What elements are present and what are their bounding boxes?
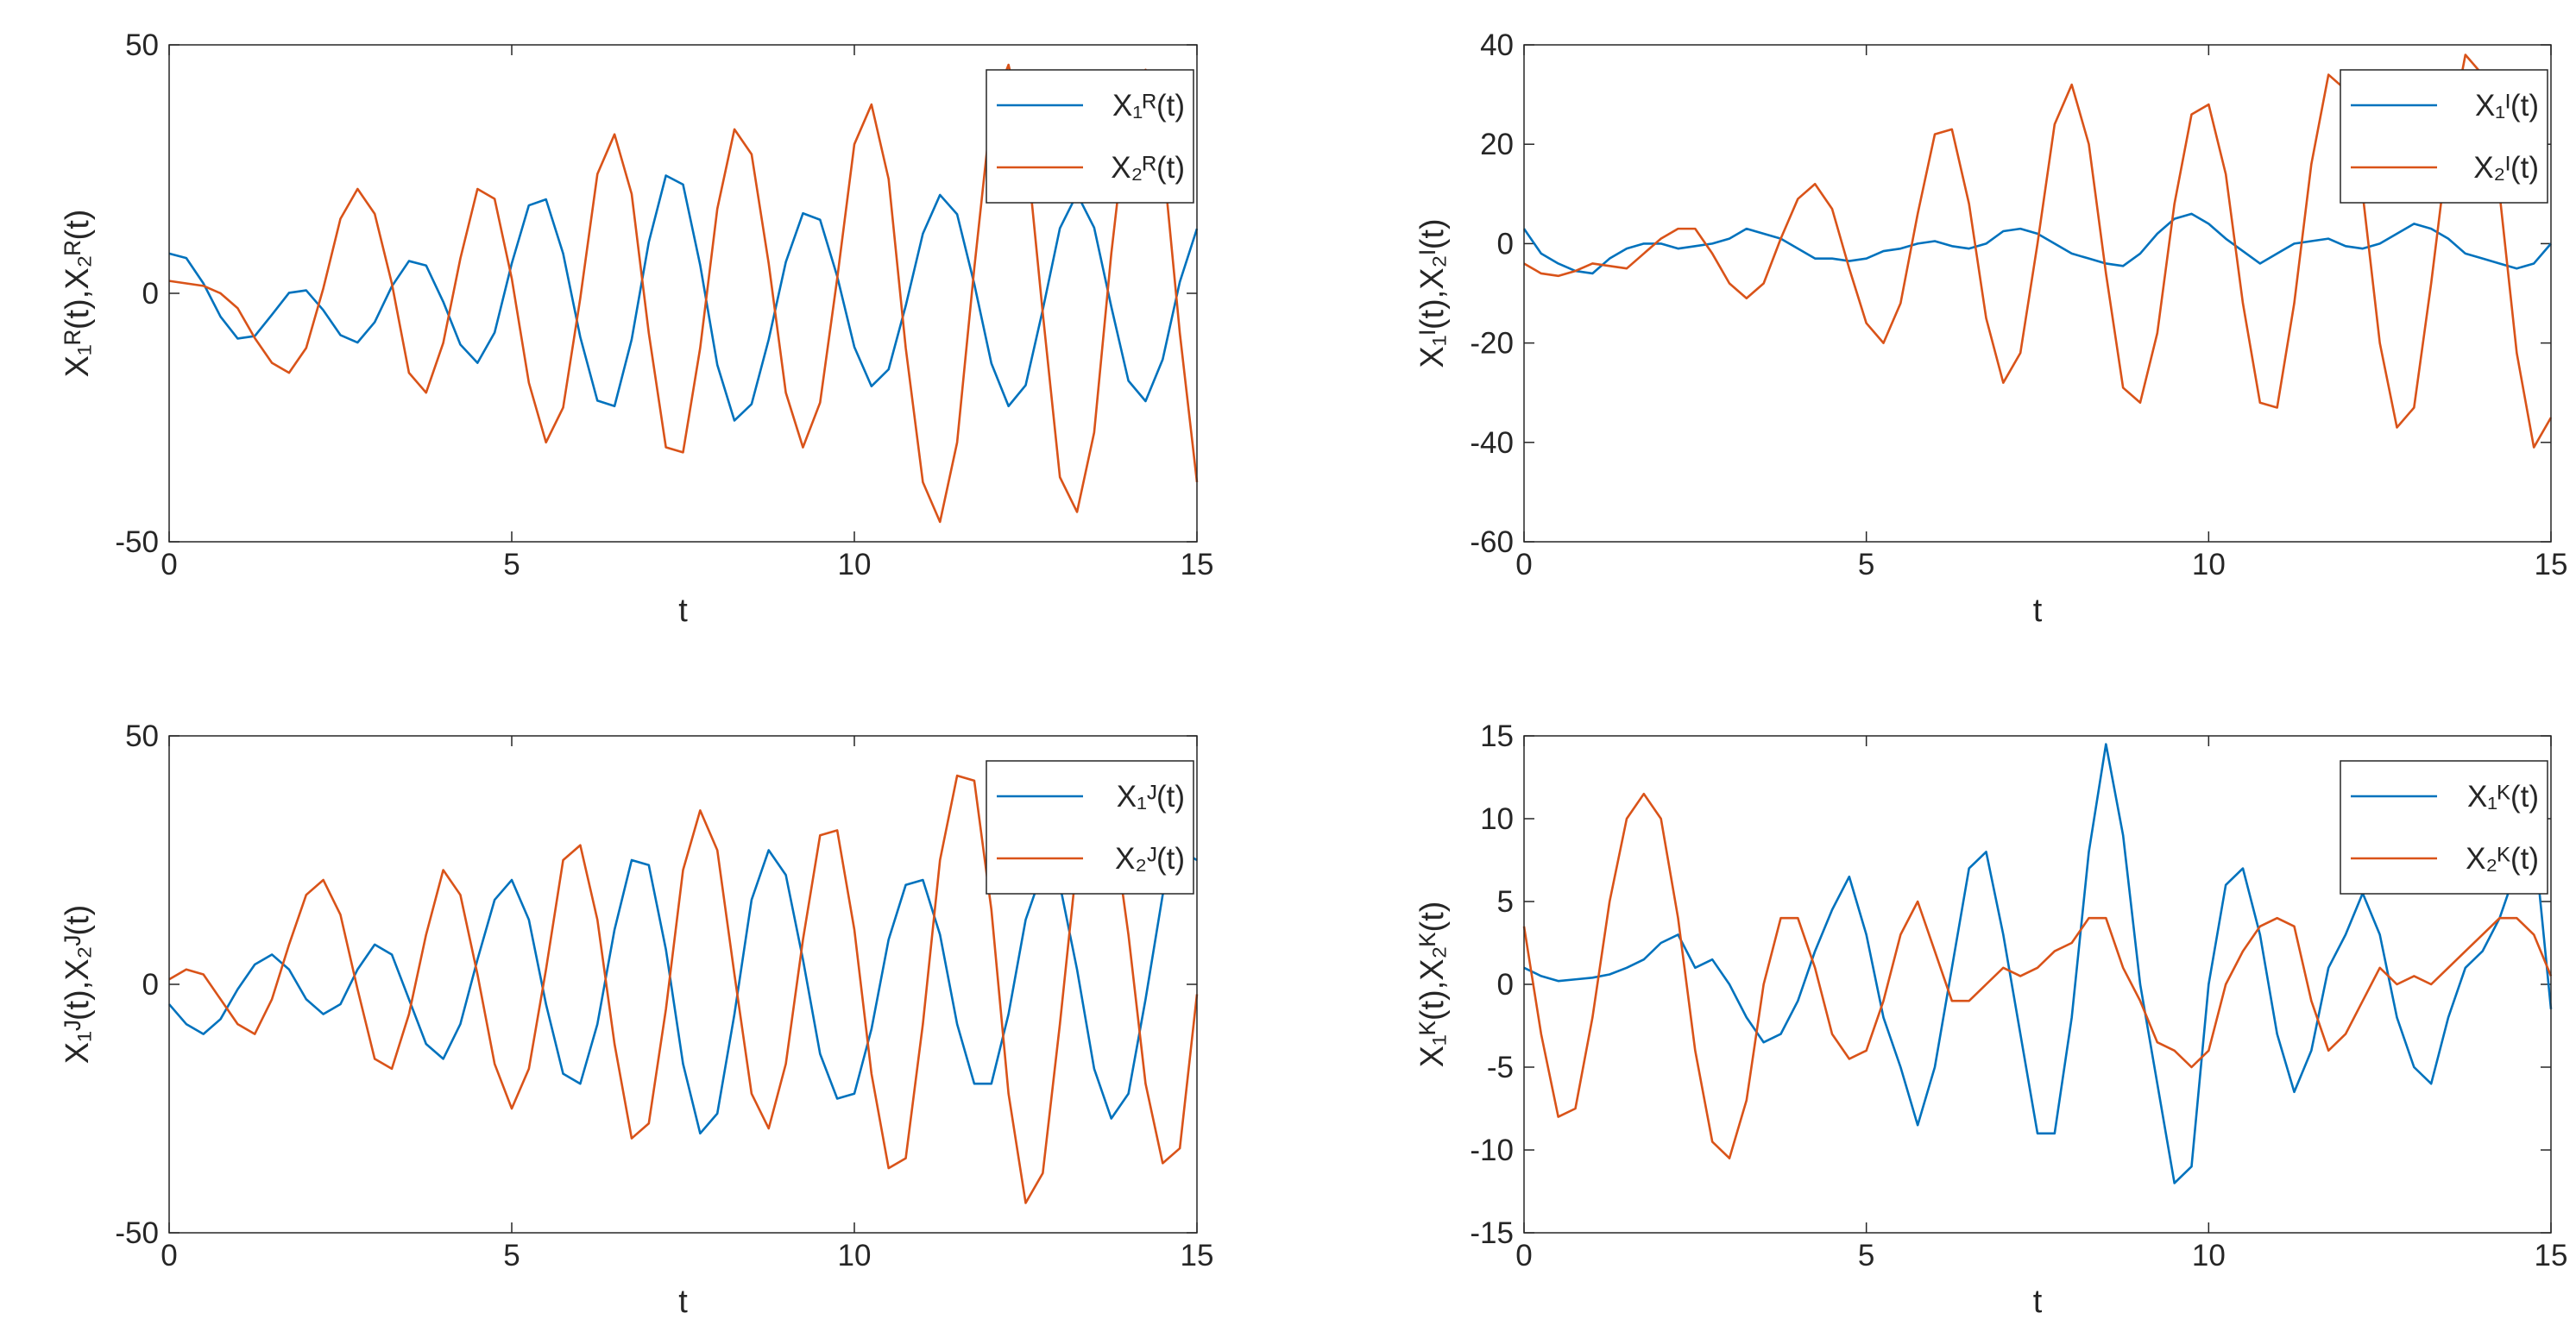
x-axis-title: t (2033, 1284, 2043, 1320)
series-line (168, 174, 1199, 422)
x-tick-label: 5 (1858, 1239, 1874, 1272)
y-tick-label: -15 (1470, 1216, 1514, 1250)
subplot: 0 5 10 15 -15 -10 -5 0 5 10 15 t X₁ᴷ(t),X₂ᴷ(t) X₁ᴷ(t)… (1414, 719, 2567, 1320)
x-tick-label: 0 (161, 1239, 177, 1272)
x-tick-label: 10 (838, 1239, 872, 1272)
legend: X₁ᴿ(t) X₂ᴿ(t) (986, 69, 1194, 204)
legend-label: X₁ᴿ(t) (1112, 89, 1185, 123)
y-tick-label: 40 (1480, 28, 1514, 62)
x-axis-title: t (678, 593, 688, 629)
y-axis-title: X₁ᴿ(t),X₂ᴿ(t) (60, 210, 96, 378)
y-tick-label: -5 (1487, 1051, 1514, 1084)
legend-label: X₁ᴷ(t) (2467, 780, 2539, 814)
series-line (1522, 792, 2553, 1159)
legend: X₁ᴵ(t) X₂ᴵ(t) (2340, 69, 2548, 204)
x-tick-label: 0 (1515, 548, 1532, 581)
legend-box (986, 760, 1194, 895)
legend-box (2340, 760, 2548, 895)
x-tick-label: 15 (1181, 548, 1214, 581)
x-axis-title: t (678, 1284, 688, 1320)
y-tick-label: -40 (1470, 426, 1514, 460)
y-tick-label: 0 (1497, 227, 1514, 261)
x-tick-label: 10 (838, 548, 872, 581)
x-tick-label: 15 (1181, 1239, 1214, 1272)
x-tick-label: 0 (1515, 1239, 1532, 1272)
x-tick-label: 15 (2535, 548, 2568, 581)
legend: X₁ᴶ(t) X₂ᴶ(t) (986, 760, 1194, 895)
series-line (168, 849, 1198, 1135)
axes-box (168, 735, 1198, 1234)
legend: X₁ᴷ(t) X₂ᴷ(t) (2340, 760, 2548, 895)
y-tick-label: 50 (125, 28, 159, 62)
series-line (1523, 53, 2553, 449)
y-tick-label: -50 (115, 525, 159, 559)
legend-label: X₂ᴵ(t) (2473, 151, 2539, 185)
series-line (168, 774, 1199, 1204)
x-tick-label: 15 (2535, 1239, 2568, 1272)
legend-label: X₂ᴿ(t) (1111, 151, 1185, 185)
y-tick-label: 20 (1480, 128, 1514, 161)
axes-box (1523, 735, 2552, 1234)
y-axis-title: X₁ᴵ(t),X₂ᴵ(t) (1414, 218, 1451, 368)
y-tick-label: 0 (142, 968, 159, 1002)
legend-box (2340, 69, 2548, 204)
y-axis-title: X₁ᴷ(t),X₂ᴷ(t) (1414, 902, 1451, 1068)
y-tick-label: -60 (1470, 525, 1514, 559)
y-tick-label: 10 (1480, 802, 1514, 836)
x-tick-label: 5 (503, 548, 520, 581)
y-tick-label: 15 (1480, 719, 1514, 753)
x-tick-label: 10 (2192, 1239, 2226, 1272)
x-tick-label: 0 (161, 548, 177, 581)
y-tick-label: 0 (1497, 968, 1514, 1002)
y-axis-title: X₁ᴶ(t),X₂ᴶ(t) (60, 905, 96, 1064)
subplot: 0 5 10 15 -60 -40 -20 0 20 40 t X₁ᴵ(t),X₂ᴵ(t) X₁ᴵ(t)… (1414, 28, 2567, 629)
legend-label: X₁ᴵ(t) (2475, 89, 2539, 123)
legend-label: X₂ᴷ(t) (2466, 842, 2539, 876)
x-axis-title: t (2033, 593, 2043, 629)
series-line (1523, 743, 2553, 1184)
y-tick-label: 5 (1497, 885, 1514, 919)
y-tick-label: -20 (1470, 327, 1514, 361)
y-tick-label: -50 (115, 1216, 159, 1250)
y-tick-label: -10 (1470, 1134, 1514, 1167)
legend-box (986, 69, 1194, 204)
legend-label: X₂ᴶ(t) (1115, 842, 1185, 876)
series-line (1522, 212, 2552, 275)
y-tick-label: 0 (142, 277, 159, 311)
legend-label: X₁ᴶ(t) (1117, 780, 1185, 814)
x-tick-label: 5 (503, 1239, 520, 1272)
axes-box (168, 44, 1198, 543)
axes-box (1523, 44, 2552, 543)
y-tick-label: 50 (125, 719, 159, 753)
x-tick-label: 5 (1858, 548, 1874, 581)
x-tick-label: 10 (2192, 548, 2226, 581)
